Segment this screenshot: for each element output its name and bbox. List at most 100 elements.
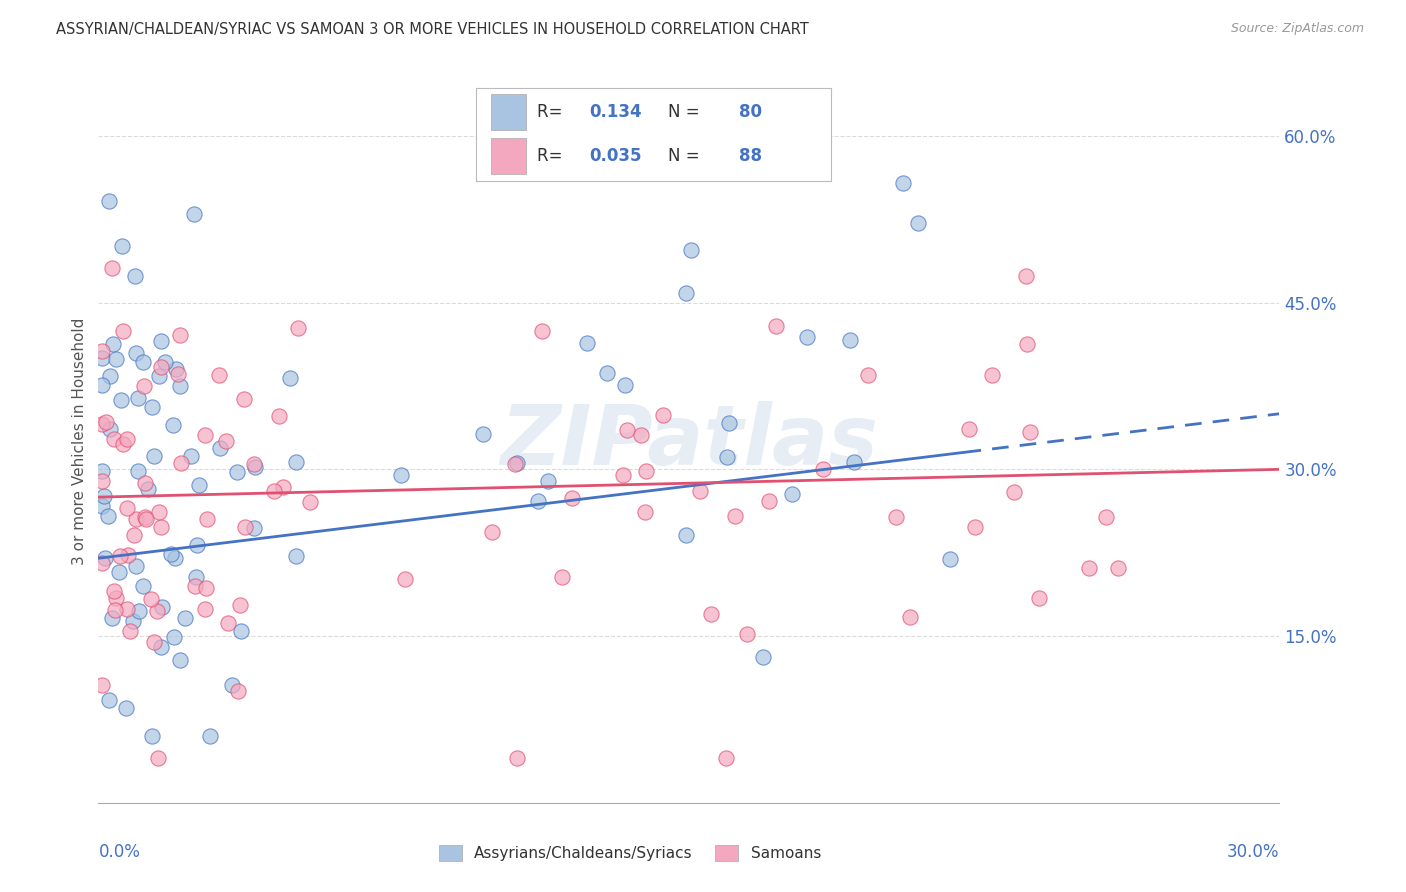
Point	[112, 437, 135, 451]
Point	[1002, 484, 1025, 499]
Point	[891, 176, 914, 190]
Legend: Assyrians/Chaldeans/Syriacs, Samoans: Assyrians/Chaldeans/Syriacs, Samoans	[433, 839, 827, 867]
Point	[221, 678, 243, 692]
Point	[105, 351, 128, 366]
Y-axis label: 3 or more Vehicles in Household: 3 or more Vehicles in Household	[72, 318, 87, 566]
Point	[150, 334, 173, 348]
Point	[284, 549, 307, 564]
Point	[98, 422, 121, 436]
Point	[714, 751, 737, 765]
Point	[183, 206, 205, 220]
Point	[143, 635, 166, 649]
Point	[104, 603, 127, 617]
Point	[101, 336, 124, 351]
Point	[796, 330, 818, 344]
Point	[394, 572, 416, 586]
Text: 30.0%: 30.0%	[1227, 843, 1279, 861]
Point	[101, 610, 124, 624]
Point	[94, 415, 117, 429]
Point	[165, 550, 187, 565]
Text: Source: ZipAtlas.com: Source: ZipAtlas.com	[1230, 22, 1364, 36]
Point	[269, 409, 291, 424]
Point	[160, 547, 183, 561]
Point	[111, 238, 134, 252]
Point	[898, 610, 921, 624]
Point	[576, 335, 599, 350]
Point	[139, 592, 162, 607]
Point	[110, 392, 132, 407]
Point	[108, 565, 131, 579]
Point	[127, 464, 149, 478]
Point	[1019, 425, 1042, 439]
Point	[551, 570, 574, 584]
Point	[765, 319, 787, 334]
Point	[134, 509, 156, 524]
Text: ZIPatlas: ZIPatlas	[501, 401, 877, 482]
Point	[225, 465, 247, 479]
Point	[141, 729, 163, 743]
Point	[125, 559, 148, 574]
Point	[136, 482, 159, 496]
Point	[132, 379, 155, 393]
Point	[813, 461, 835, 475]
Point	[183, 579, 205, 593]
Point	[1028, 591, 1050, 606]
Point	[94, 550, 117, 565]
Point	[839, 333, 862, 347]
Point	[149, 520, 172, 534]
Point	[243, 521, 266, 535]
Point	[389, 467, 412, 482]
Point	[506, 456, 529, 470]
Point	[280, 371, 302, 385]
Point	[530, 325, 553, 339]
Point	[115, 701, 138, 715]
Point	[217, 616, 239, 631]
Point	[506, 751, 529, 765]
Point	[142, 449, 165, 463]
Point	[616, 423, 638, 437]
Point	[131, 579, 153, 593]
Point	[115, 432, 138, 446]
Point	[596, 366, 619, 380]
Point	[135, 512, 157, 526]
Point	[782, 487, 804, 501]
Point	[630, 428, 652, 442]
Point	[229, 599, 252, 613]
Point	[612, 467, 634, 482]
Point	[170, 456, 193, 470]
Point	[149, 359, 172, 374]
Point	[287, 321, 309, 335]
Point	[117, 548, 139, 562]
Point	[561, 491, 583, 505]
Point	[91, 417, 114, 432]
Point	[636, 464, 658, 478]
Point	[195, 512, 218, 526]
Point	[724, 509, 747, 524]
Point	[758, 494, 780, 508]
Point	[243, 457, 266, 471]
Point	[856, 368, 879, 383]
Point	[105, 591, 128, 605]
Point	[118, 624, 141, 638]
Point	[613, 378, 636, 392]
Point	[471, 426, 494, 441]
Point	[127, 391, 149, 405]
Point	[700, 607, 723, 622]
Point	[907, 216, 929, 230]
Point	[263, 483, 285, 498]
Point	[169, 653, 191, 667]
Point	[1107, 561, 1129, 575]
Point	[208, 441, 231, 455]
Point	[1015, 269, 1038, 284]
Point	[526, 493, 548, 508]
Point	[737, 626, 759, 640]
Point	[842, 455, 865, 469]
Point	[128, 604, 150, 618]
Point	[149, 640, 172, 654]
Point	[174, 611, 197, 625]
Point	[884, 509, 907, 524]
Point	[117, 501, 139, 516]
Point	[169, 327, 191, 342]
Point	[651, 409, 673, 423]
Point	[97, 509, 120, 524]
